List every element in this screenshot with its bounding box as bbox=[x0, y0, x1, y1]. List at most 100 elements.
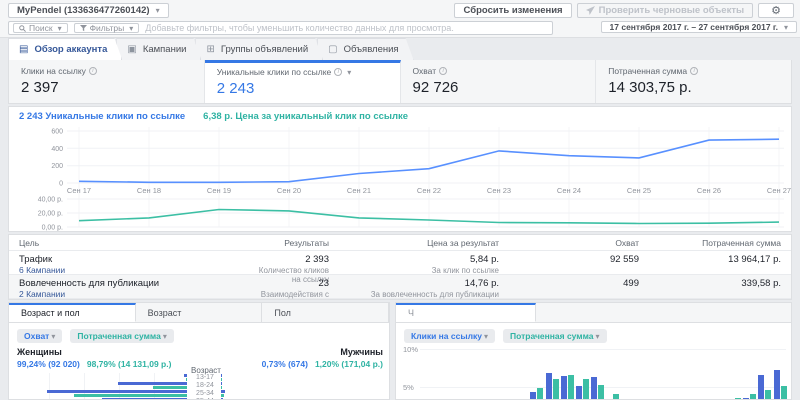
spent-bar-hour-10 bbox=[583, 378, 589, 399]
tab-ads[interactable]: ▢ Объявления bbox=[317, 38, 413, 60]
col-objective[interactable]: Цель bbox=[19, 237, 40, 248]
metric-link-clicks[interactable]: Клики на ссылку 2 397 bbox=[9, 60, 205, 103]
gridline bbox=[84, 373, 85, 399]
metric-reach[interactable]: Охват 92 726 bbox=[400, 60, 597, 103]
men-spent-bar bbox=[221, 377, 222, 381]
x-tick-label: Сен 24 bbox=[557, 186, 581, 195]
men-stats: Мужчины 0,73% (674) 1,20% (171,04 р.) bbox=[261, 347, 383, 369]
men-reach-pct: 0,73% (674) bbox=[261, 359, 308, 369]
tab-age[interactable]: Возраст bbox=[136, 303, 263, 322]
chevron-down-icon bbox=[593, 331, 599, 341]
x-tick-label: Сен 27 bbox=[767, 186, 791, 195]
gridline bbox=[119, 373, 120, 399]
table-row[interactable]: Вовлеченность для публикации 2 Кампании … bbox=[9, 275, 791, 299]
men-reach-bar bbox=[221, 382, 223, 385]
chevron-down-icon bbox=[345, 67, 351, 77]
tab-account-overview[interactable]: ▤ Обзор аккаунта bbox=[8, 38, 122, 60]
settings-button[interactable]: ⚙ bbox=[758, 3, 794, 18]
clicks-bar-hour-22 bbox=[758, 374, 765, 399]
x-tick-label: Сен 23 bbox=[487, 186, 511, 195]
cost-sub: За вовлеченность для публикации bbox=[370, 290, 499, 299]
search-button[interactable]: Поиск bbox=[13, 23, 68, 33]
spent-bar-hour-20 bbox=[735, 398, 741, 399]
x-tick-label: Сен 26 bbox=[697, 186, 721, 195]
women-reach-bar bbox=[118, 382, 187, 385]
date-range-picker[interactable]: 17 сентября 2017 г. – 27 сентября 2017 г… bbox=[600, 21, 797, 33]
filters-button[interactable]: Фильтры bbox=[73, 23, 140, 33]
metric-value: 2 397 bbox=[21, 79, 59, 96]
spent-metric-pill[interactable]: Потраченная сумма bbox=[70, 329, 174, 343]
top-toolbar: MyPendel (133636477260142) Сбросить изме… bbox=[0, 0, 800, 38]
col-reach[interactable]: Охват bbox=[615, 237, 639, 248]
tab-hours[interactable]: Ч bbox=[396, 303, 536, 322]
ad-sets-icon: ⊞ bbox=[206, 44, 215, 55]
chevron-down-icon bbox=[127, 23, 133, 33]
chevron-down-icon bbox=[782, 22, 788, 32]
col-cost-per-result[interactable]: Цена за результат bbox=[427, 237, 499, 248]
info-icon[interactable] bbox=[439, 67, 448, 75]
metric-value: 2 243 bbox=[216, 80, 255, 97]
age-axis-title: Возраст bbox=[191, 366, 221, 375]
demographics-panel: Возраст и пол Возраст Пол Охват Потрачен… bbox=[8, 302, 390, 400]
x-tick-label: Сен 21 bbox=[347, 186, 371, 195]
account-name: MyPendel (133636477260142) bbox=[17, 5, 150, 16]
legend-cost-per-click: 6,38 р. Цена за уникальный клик по ссылк… bbox=[203, 111, 409, 122]
spent-bar-hour-22 bbox=[765, 390, 772, 399]
campaigns-link[interactable]: 6 Кампании bbox=[19, 265, 66, 275]
age-bucket-label: 18-24 bbox=[196, 382, 214, 389]
account-overview-icon: ▤ bbox=[19, 44, 29, 55]
spent-pill[interactable]: Потраченная сумма bbox=[503, 329, 607, 343]
results-table: Цель Результаты Цена за результат Охват … bbox=[8, 234, 792, 300]
hourly-tab-spacer bbox=[536, 303, 791, 322]
filter-bar[interactable]: Поиск Фильтры Добавьте фильтры, чтобы ум… bbox=[8, 21, 553, 35]
spent-bar-hour-11 bbox=[598, 384, 605, 399]
trend-line-chart[interactable]: Сен 17 Сен 18 Сен 19 Сен 20 Сен 21 Сен 22 Сен … bbox=[9, 123, 791, 231]
toolbar-actions: Сбросить изменения Проверить черновые об… bbox=[454, 3, 794, 18]
col-amount-spent[interactable]: Потраченная сумма bbox=[702, 237, 781, 248]
x-tick-label: Сен 19 bbox=[207, 186, 231, 195]
result-sub: Количество кликов на ссылку bbox=[258, 266, 329, 284]
account-selector[interactable]: MyPendel (133636477260142) bbox=[8, 3, 169, 18]
metric-unique-link-clicks[interactable]: Уникальные клики по ссылке 2 243 bbox=[204, 60, 401, 103]
tab-ad-sets[interactable]: ⊞ Группы объявлений bbox=[195, 38, 323, 60]
tab-age-and-gender[interactable]: Возраст и пол bbox=[9, 303, 136, 322]
filter-placeholder: Добавьте фильтры, чтобы уменьшить количе… bbox=[145, 23, 454, 33]
link-clicks-pill[interactable]: Клики на ссылку bbox=[404, 329, 495, 343]
y-tick-label: 5% bbox=[403, 383, 414, 392]
demographics-metric-selectors: Охват Потраченная сумма bbox=[17, 329, 174, 343]
campaigns-link[interactable]: 2 Кампании bbox=[19, 289, 66, 299]
col-results[interactable]: Результаты bbox=[284, 237, 329, 248]
men-reach-bar bbox=[221, 390, 226, 393]
table-row[interactable]: Трафик 6 Кампании 2 393 Количество клико… bbox=[9, 251, 791, 284]
women-reach-bar bbox=[47, 390, 187, 393]
info-icon[interactable] bbox=[334, 68, 343, 76]
gridline bbox=[49, 373, 50, 399]
review-drafts-button[interactable]: Проверить черновые объекты bbox=[576, 3, 754, 18]
unique-clicks-line bbox=[78, 138, 780, 184]
cost-per-click-line bbox=[78, 208, 780, 225]
reset-changes-button[interactable]: Сбросить изменения bbox=[454, 3, 572, 18]
women-spent-bar bbox=[153, 385, 187, 389]
reach-value: 499 bbox=[623, 278, 639, 289]
clicks-bar-hour-7 bbox=[530, 392, 537, 399]
date-range-value: 17 сентября 2017 г. – 27 сентября 2017 г… bbox=[609, 22, 778, 32]
y-tick-label: 200 bbox=[51, 163, 63, 170]
info-icon[interactable] bbox=[690, 67, 699, 75]
hourly-metric-selectors: Клики на ссылку Потраченная сумма bbox=[404, 329, 607, 343]
reach-metric-pill[interactable]: Охват bbox=[17, 329, 63, 343]
men-spent-bar bbox=[221, 393, 224, 397]
y-tick-label: 40,00 р. bbox=[38, 197, 63, 204]
info-icon[interactable] bbox=[88, 67, 97, 75]
tab-campaigns[interactable]: ▣ Кампании bbox=[116, 38, 201, 60]
chevron-down-icon bbox=[482, 331, 488, 341]
tab-gender[interactable]: Пол bbox=[262, 303, 389, 322]
women-spent-bar bbox=[73, 393, 187, 397]
result-value: 23 bbox=[318, 278, 329, 289]
chevron-down-icon bbox=[49, 331, 55, 341]
cost-value: 14,76 р. bbox=[464, 278, 499, 289]
metric-amount-spent[interactable]: Потраченная сумма 14 303,75 р. bbox=[596, 60, 791, 103]
x-tick-label: Сен 18 bbox=[137, 186, 161, 195]
clicks-bar-hour-8 bbox=[545, 372, 552, 399]
cost-sub: За клик по ссылке bbox=[431, 266, 499, 275]
